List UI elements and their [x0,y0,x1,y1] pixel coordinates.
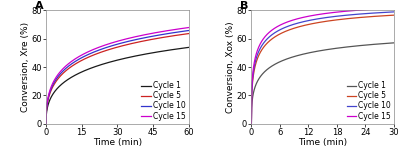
Cycle 15 [142,34,146,36]
Cycle 1 [249,123,254,125]
Cycle 1 [101,63,106,65]
Cycle 15 [186,27,191,28]
Cycle 5 [106,49,111,51]
Cycle 5 [312,22,316,24]
Cycle 1 [312,51,316,53]
Cycle 15 [249,123,254,125]
Line: Cycle 15: Cycle 15 [46,28,189,124]
Cycle 5 [360,16,365,18]
Cycle 10 [58,73,63,74]
Cycle 10 [44,123,48,125]
Cycle 15 [44,123,48,125]
Cycle 10 [142,37,146,39]
Legend: Cycle 1, Cycle 5, Cycle 10, Cycle 15: Cycle 1, Cycle 5, Cycle 10, Cycle 15 [346,80,392,121]
Y-axis label: Conversion, Xox (%): Conversion, Xox (%) [226,21,235,113]
Line: Cycle 5: Cycle 5 [251,15,394,124]
Line: Cycle 15: Cycle 15 [251,8,394,124]
Cycle 15 [155,31,160,33]
Cycle 15 [101,45,106,46]
Cycle 10 [363,13,368,14]
Cycle 15 [307,15,312,17]
Cycle 5 [363,16,368,18]
Cycle 1 [392,42,396,44]
Line: Cycle 10: Cycle 10 [46,31,189,124]
Cycle 5 [142,40,146,42]
Cycle 10 [307,20,312,21]
Cycle 10 [392,11,396,13]
Text: A: A [34,1,43,11]
Cycle 10 [186,30,191,31]
Cycle 15 [106,43,111,45]
Cycle 15 [157,31,162,33]
Cycle 5 [186,33,191,34]
Cycle 5 [347,18,352,19]
Cycle 10 [101,48,106,49]
Cycle 1 [142,53,146,55]
Cycle 1 [264,70,268,71]
Cycle 1 [106,62,111,63]
Text: B: B [240,1,248,11]
Cycle 1 [363,44,368,46]
Cycle 10 [157,34,162,36]
Cycle 5 [307,23,312,25]
Cycle 15 [312,14,316,16]
Cycle 5 [264,44,268,45]
Cycle 15 [347,10,352,12]
Cycle 10 [312,19,316,20]
Cycle 15 [363,9,368,11]
Cycle 10 [155,34,160,36]
Cycle 5 [249,123,254,125]
Cycle 5 [44,123,48,125]
Cycle 15 [58,70,63,72]
Cycle 5 [392,14,396,16]
Cycle 10 [360,13,365,15]
Cycle 1 [157,51,162,52]
Y-axis label: Conversion, Xre (%): Conversion, Xre (%) [21,22,30,112]
Legend: Cycle 1, Cycle 5, Cycle 10, Cycle 15: Cycle 1, Cycle 5, Cycle 10, Cycle 15 [140,80,186,121]
Cycle 1 [347,46,352,48]
Cycle 1 [44,123,48,125]
Cycle 5 [157,37,162,39]
Line: Cycle 5: Cycle 5 [46,34,189,124]
Cycle 5 [155,38,160,39]
Cycle 5 [58,75,63,77]
X-axis label: Time (min): Time (min) [298,138,347,147]
Line: Cycle 1: Cycle 1 [46,47,189,124]
Cycle 5 [101,50,106,52]
Cycle 10 [347,14,352,16]
Cycle 15 [264,35,268,37]
Cycle 10 [249,123,254,125]
Line: Cycle 1: Cycle 1 [251,43,394,124]
Cycle 10 [264,39,268,41]
Cycle 1 [307,52,312,54]
Cycle 1 [58,84,63,86]
X-axis label: Time (min): Time (min) [93,138,142,147]
Cycle 15 [392,7,396,9]
Cycle 15 [360,9,365,11]
Cycle 1 [360,44,365,46]
Cycle 1 [186,46,191,48]
Cycle 1 [155,51,160,53]
Cycle 10 [106,46,111,48]
Line: Cycle 10: Cycle 10 [251,12,394,124]
